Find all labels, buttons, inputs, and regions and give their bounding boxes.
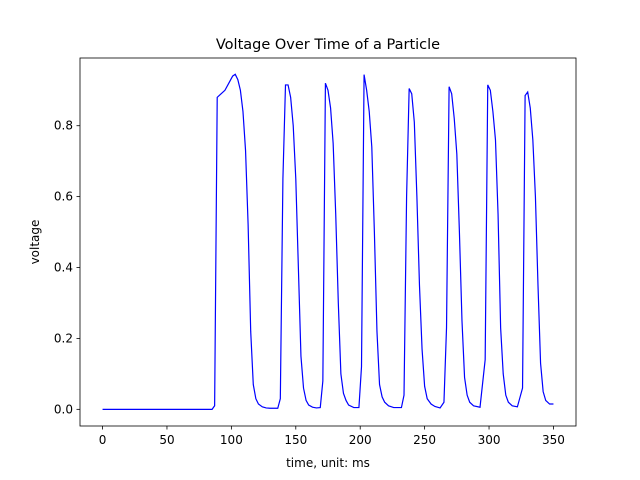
x-tick-label: 150: [284, 433, 307, 447]
y-axis-label: voltage: [28, 220, 42, 265]
x-tick-label: 200: [349, 433, 372, 447]
y-tick-label: 0.8: [54, 119, 73, 133]
x-tick-label: 50: [159, 433, 174, 447]
y-tick-label: 0.0: [54, 402, 73, 416]
chart-title: Voltage Over Time of a Particle: [216, 37, 440, 53]
x-axis-label: time, unit: ms: [286, 456, 370, 470]
y-tick-label: 0.2: [54, 331, 73, 345]
x-tick-label: 0: [99, 433, 107, 447]
data-line: [102, 73, 554, 410]
axes-frame: [79, 57, 577, 427]
y-tick-label: 0.6: [54, 190, 73, 204]
y-tick-label: 0.4: [54, 261, 73, 275]
x-tick-label: 250: [413, 433, 436, 447]
x-tick-label: 100: [220, 433, 243, 447]
x-tick-label: 300: [478, 433, 501, 447]
x-tick-label: 350: [542, 433, 565, 447]
